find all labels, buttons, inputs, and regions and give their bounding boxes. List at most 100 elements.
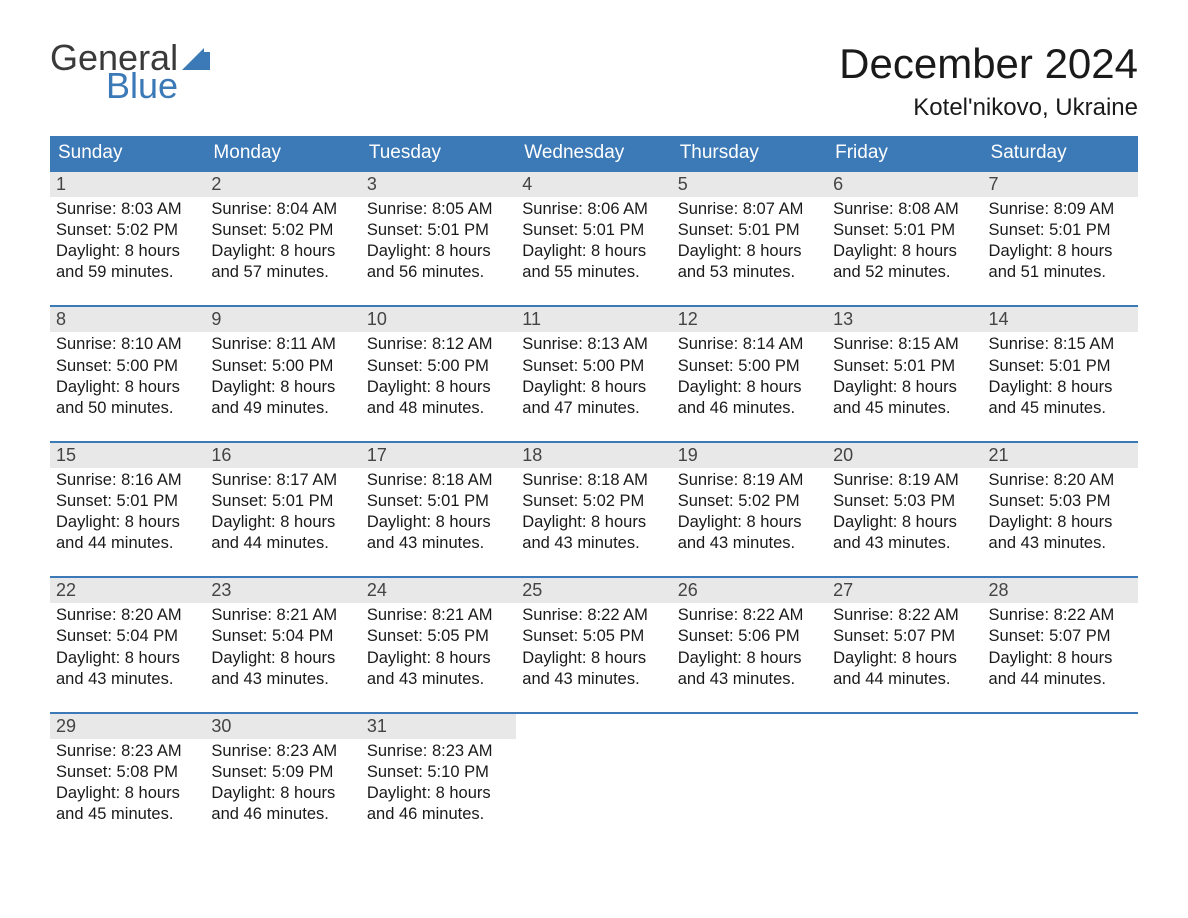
day-body: Sunrise: 8:18 AMSunset: 5:02 PMDaylight:… (516, 468, 671, 558)
day-sunrise: Sunrise: 8:12 AM (367, 334, 510, 355)
day-dl1: Daylight: 8 hours (833, 377, 976, 398)
dow-header-row: Sunday Monday Tuesday Wednesday Thursday… (50, 136, 1138, 170)
day-sunset: Sunset: 5:07 PM (989, 626, 1132, 647)
day-number: 2 (205, 172, 360, 197)
day-dl2: and 48 minutes. (367, 398, 510, 419)
day-sunset: Sunset: 5:00 PM (211, 356, 354, 377)
empty-cell (672, 714, 827, 829)
dow-friday: Friday (827, 136, 982, 170)
day-cell: 25Sunrise: 8:22 AMSunset: 5:05 PMDayligh… (516, 578, 671, 693)
day-body: Sunrise: 8:05 AMSunset: 5:01 PMDaylight:… (361, 197, 516, 287)
day-sunrise: Sunrise: 8:21 AM (211, 605, 354, 626)
day-cell: 27Sunrise: 8:22 AMSunset: 5:07 PMDayligh… (827, 578, 982, 693)
day-sunset: Sunset: 5:00 PM (56, 356, 199, 377)
day-cell: 20Sunrise: 8:19 AMSunset: 5:03 PMDayligh… (827, 443, 982, 558)
calendar-week: 22Sunrise: 8:20 AMSunset: 5:04 PMDayligh… (50, 576, 1138, 693)
day-sunrise: Sunrise: 8:18 AM (367, 470, 510, 491)
day-sunrise: Sunrise: 8:04 AM (211, 199, 354, 220)
day-dl1: Daylight: 8 hours (522, 241, 665, 262)
day-number: 25 (516, 578, 671, 603)
day-sunset: Sunset: 5:01 PM (367, 491, 510, 512)
day-dl2: and 43 minutes. (367, 669, 510, 690)
day-sunrise: Sunrise: 8:18 AM (522, 470, 665, 491)
day-body: Sunrise: 8:23 AMSunset: 5:10 PMDaylight:… (361, 739, 516, 829)
day-body: Sunrise: 8:06 AMSunset: 5:01 PMDaylight:… (516, 197, 671, 287)
day-dl2: and 44 minutes. (211, 533, 354, 554)
day-dl2: and 52 minutes. (833, 262, 976, 283)
day-sunset: Sunset: 5:01 PM (678, 220, 821, 241)
day-dl1: Daylight: 8 hours (211, 512, 354, 533)
dow-wednesday: Wednesday (516, 136, 671, 170)
day-body: Sunrise: 8:14 AMSunset: 5:00 PMDaylight:… (672, 332, 827, 422)
day-dl1: Daylight: 8 hours (367, 512, 510, 533)
header-row: General Blue December 2024 Kotel'nikovo,… (50, 40, 1138, 122)
day-dl1: Daylight: 8 hours (211, 648, 354, 669)
day-dl2: and 49 minutes. (211, 398, 354, 419)
day-dl1: Daylight: 8 hours (833, 512, 976, 533)
day-dl1: Daylight: 8 hours (367, 783, 510, 804)
day-sunset: Sunset: 5:01 PM (833, 220, 976, 241)
day-dl2: and 50 minutes. (56, 398, 199, 419)
logo-text-blue: Blue (106, 68, 210, 104)
day-cell: 15Sunrise: 8:16 AMSunset: 5:01 PMDayligh… (50, 443, 205, 558)
day-sunset: Sunset: 5:01 PM (989, 356, 1132, 377)
day-body: Sunrise: 8:18 AMSunset: 5:01 PMDaylight:… (361, 468, 516, 558)
day-number: 3 (361, 172, 516, 197)
dow-tuesday: Tuesday (361, 136, 516, 170)
day-dl1: Daylight: 8 hours (522, 512, 665, 533)
day-sunset: Sunset: 5:01 PM (989, 220, 1132, 241)
day-dl1: Daylight: 8 hours (522, 377, 665, 398)
day-body: Sunrise: 8:12 AMSunset: 5:00 PMDaylight:… (361, 332, 516, 422)
day-body: Sunrise: 8:20 AMSunset: 5:04 PMDaylight:… (50, 603, 205, 693)
day-dl2: and 57 minutes. (211, 262, 354, 283)
day-body: Sunrise: 8:07 AMSunset: 5:01 PMDaylight:… (672, 197, 827, 287)
day-cell: 18Sunrise: 8:18 AMSunset: 5:02 PMDayligh… (516, 443, 671, 558)
day-sunrise: Sunrise: 8:22 AM (522, 605, 665, 626)
day-number: 18 (516, 443, 671, 468)
day-number: 4 (516, 172, 671, 197)
day-body: Sunrise: 8:23 AMSunset: 5:08 PMDaylight:… (50, 739, 205, 829)
empty-cell (827, 714, 982, 829)
day-dl1: Daylight: 8 hours (56, 377, 199, 398)
day-sunrise: Sunrise: 8:19 AM (678, 470, 821, 491)
day-dl1: Daylight: 8 hours (989, 648, 1132, 669)
day-dl2: and 56 minutes. (367, 262, 510, 283)
day-dl2: and 43 minutes. (989, 533, 1132, 554)
day-dl2: and 46 minutes. (367, 804, 510, 825)
day-cell: 30Sunrise: 8:23 AMSunset: 5:09 PMDayligh… (205, 714, 360, 829)
day-number: 8 (50, 307, 205, 332)
day-dl1: Daylight: 8 hours (833, 241, 976, 262)
day-cell: 28Sunrise: 8:22 AMSunset: 5:07 PMDayligh… (983, 578, 1138, 693)
day-cell: 16Sunrise: 8:17 AMSunset: 5:01 PMDayligh… (205, 443, 360, 558)
day-number: 31 (361, 714, 516, 739)
day-dl2: and 47 minutes. (522, 398, 665, 419)
day-cell: 4Sunrise: 8:06 AMSunset: 5:01 PMDaylight… (516, 172, 671, 287)
day-sunrise: Sunrise: 8:06 AM (522, 199, 665, 220)
day-sunset: Sunset: 5:02 PM (678, 491, 821, 512)
day-body: Sunrise: 8:22 AMSunset: 5:05 PMDaylight:… (516, 603, 671, 693)
day-number: 1 (50, 172, 205, 197)
day-body: Sunrise: 8:21 AMSunset: 5:04 PMDaylight:… (205, 603, 360, 693)
day-sunset: Sunset: 5:00 PM (367, 356, 510, 377)
day-body: Sunrise: 8:09 AMSunset: 5:01 PMDaylight:… (983, 197, 1138, 287)
dow-sunday: Sunday (50, 136, 205, 170)
day-cell: 14Sunrise: 8:15 AMSunset: 5:01 PMDayligh… (983, 307, 1138, 422)
day-sunset: Sunset: 5:09 PM (211, 762, 354, 783)
day-sunset: Sunset: 5:06 PM (678, 626, 821, 647)
day-number: 12 (672, 307, 827, 332)
day-sunset: Sunset: 5:03 PM (989, 491, 1132, 512)
day-number: 21 (983, 443, 1138, 468)
day-sunrise: Sunrise: 8:07 AM (678, 199, 821, 220)
day-sunrise: Sunrise: 8:13 AM (522, 334, 665, 355)
calendar-week: 29Sunrise: 8:23 AMSunset: 5:08 PMDayligh… (50, 712, 1138, 829)
day-number: 15 (50, 443, 205, 468)
day-dl2: and 43 minutes. (833, 533, 976, 554)
calendar: Sunday Monday Tuesday Wednesday Thursday… (50, 136, 1138, 829)
day-number: 13 (827, 307, 982, 332)
day-dl1: Daylight: 8 hours (367, 648, 510, 669)
day-dl1: Daylight: 8 hours (367, 241, 510, 262)
day-number: 17 (361, 443, 516, 468)
day-dl2: and 43 minutes. (56, 669, 199, 690)
day-body: Sunrise: 8:20 AMSunset: 5:03 PMDaylight:… (983, 468, 1138, 558)
day-dl2: and 43 minutes. (678, 533, 821, 554)
